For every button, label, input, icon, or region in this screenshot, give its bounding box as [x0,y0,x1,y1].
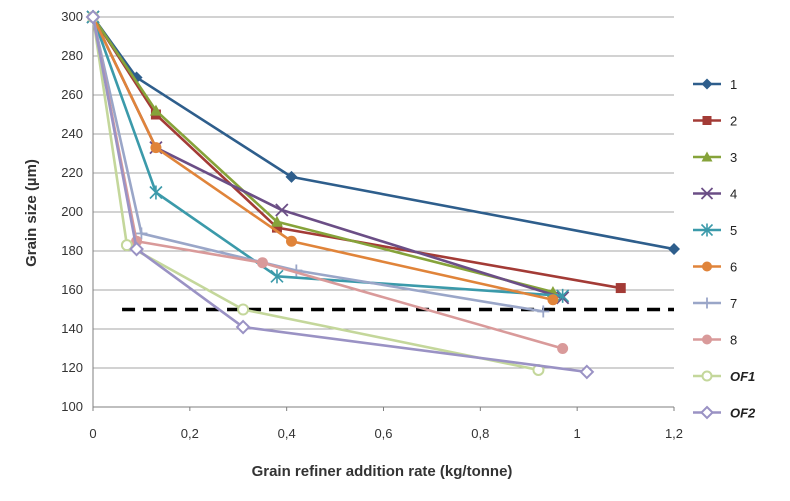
y-tick-label: 180 [61,243,83,258]
series-line [91,16,544,313]
legend-label: OF1 [730,369,755,384]
legend-item-1: 1 [693,77,737,92]
data-point [149,185,163,200]
data-point [285,170,298,183]
y-tick-label: 300 [61,9,83,24]
legend-label: 1 [730,77,737,92]
legend-item-7: 7 [693,296,737,311]
series-layer [85,9,680,380]
data-point [149,104,162,116]
y-tick-label: 120 [61,360,83,375]
legend-item-4: 4 [693,187,737,202]
y-tick-label: 220 [61,165,83,180]
data-point [270,269,284,284]
legend-label: 4 [730,187,737,202]
legend-swatch-marker [700,405,714,420]
legend-label: 6 [730,260,737,275]
grid-layer [93,16,674,408]
data-point [120,239,133,252]
legend-swatch-marker [701,370,713,382]
x-tick-label: 1,2 [665,426,683,441]
legend-item-of2: OF2 [693,406,756,421]
data-point [557,343,569,354]
legend-item-8: 8 [693,333,737,348]
series-line [91,16,554,302]
data-point [275,203,289,217]
y-tick-label: 200 [61,204,83,219]
series-line [91,16,539,372]
data-point [547,294,559,306]
legend-item-of1: OF1 [693,369,755,384]
data-point [579,364,595,380]
y-tick-label: 160 [61,282,83,297]
y-tick-label: 260 [61,87,83,102]
data-point [150,142,162,154]
series-line [91,16,588,374]
y-tick-label: 280 [61,48,83,63]
legend-label: 2 [730,114,737,129]
data-point [668,243,680,256]
legend-label: OF2 [730,406,756,421]
legend-swatch-marker [702,116,712,125]
legend-swatch-marker [702,261,712,272]
series-line [91,16,554,294]
y-axis-title: Grain size (µm) [23,159,40,267]
y-tick-label: 240 [61,126,83,141]
data-point [556,288,570,303]
series-line [91,16,564,300]
legend-label: 3 [730,150,737,165]
data-point [615,283,626,294]
legend-item-5: 5 [693,223,737,238]
series-4 [86,10,570,305]
legend-item-6: 6 [693,260,737,275]
data-point [271,222,282,233]
x-tick-label: 0,2 [181,426,199,441]
legend-label: 7 [730,296,737,311]
legend-swatch-marker [701,151,713,162]
data-point [286,235,298,247]
series-line [91,16,563,298]
axis-layer [92,17,675,411]
legend-swatch-marker [700,223,714,237]
data-point [256,257,268,269]
legend-item-2: 2 [693,114,737,129]
data-point [85,9,101,25]
data-point [235,319,251,335]
tick-label-layer: 100 120 140 160 180 200 220 240 260 280 300 0 0,2 0,4… [61,9,683,441]
data-point [270,215,283,227]
data-point [237,303,250,316]
legend-label: 5 [730,223,737,238]
x-tick-label: 0,6 [374,426,392,441]
legend-item-3: 3 [693,150,737,165]
legend-label: 8 [730,333,737,348]
data-point [129,241,144,257]
legend-swatch-marker [700,187,714,200]
series-6 [87,11,559,306]
data-point [135,227,148,240]
series-3 [87,11,559,297]
x-tick-label: 0,8 [471,426,489,441]
legend: 1 2 3 4 5 6 7 8 OF1 OF2 [693,77,756,421]
y-tick-label: 140 [61,321,83,336]
x-axis-title: Grain refiner addition rate (kg/tonne) [252,463,513,480]
x-tick-label: 1 [574,426,581,441]
x-tick-label: 0 [89,426,96,441]
legend-swatch-marker [702,334,712,345]
series-5 [86,10,570,303]
legend-swatch-marker [701,78,713,90]
data-point [537,305,550,318]
y-tick-label: 100 [61,399,83,414]
x-tick-label: 0,4 [278,426,296,441]
legend-swatch-marker [701,297,713,309]
series-of2 [85,9,595,380]
